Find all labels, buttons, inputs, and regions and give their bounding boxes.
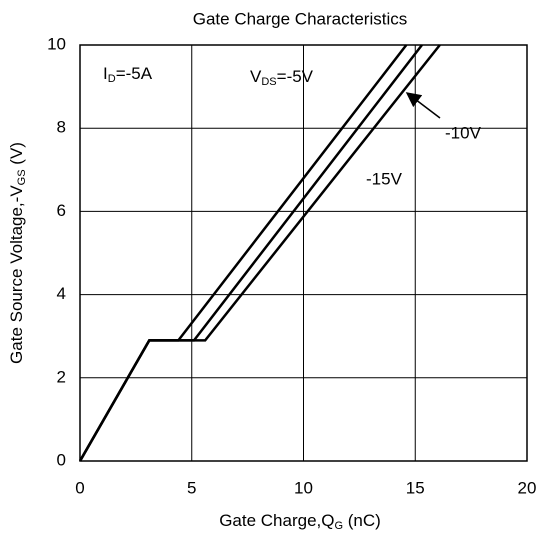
series-line: [78, 44, 441, 462]
x-tick-label: 10: [294, 478, 313, 497]
y-tick-label: 2: [57, 367, 66, 386]
chart-title: Gate Charge Characteristics: [193, 9, 407, 28]
x-tick-label: 5: [187, 478, 196, 497]
y-axis-label: Gate Source Voltage,-VGS (V): [7, 142, 27, 364]
series-line: [78, 44, 408, 462]
x-tick-label: 20: [518, 478, 537, 497]
x-tick-label: 0: [75, 478, 84, 497]
y-tick-label: 10: [47, 34, 66, 53]
series-label: -10V: [445, 123, 482, 142]
series-label: VDS=-5V: [250, 67, 314, 87]
y-tick-label: 0: [57, 450, 66, 469]
arrow: [405, 92, 441, 119]
y-tick-label: 8: [57, 118, 66, 137]
plot-frame: [79, 44, 528, 462]
x-axis-label: Gate Charge,QG (nC): [219, 511, 381, 531]
annotation: ID=-5A: [103, 64, 153, 84]
series-label: -15V: [366, 169, 403, 188]
y-tick-label: 6: [57, 201, 66, 220]
x-tick-label: 15: [406, 478, 425, 497]
y-tick-label: 4: [57, 284, 66, 303]
series-line: [78, 44, 423, 462]
